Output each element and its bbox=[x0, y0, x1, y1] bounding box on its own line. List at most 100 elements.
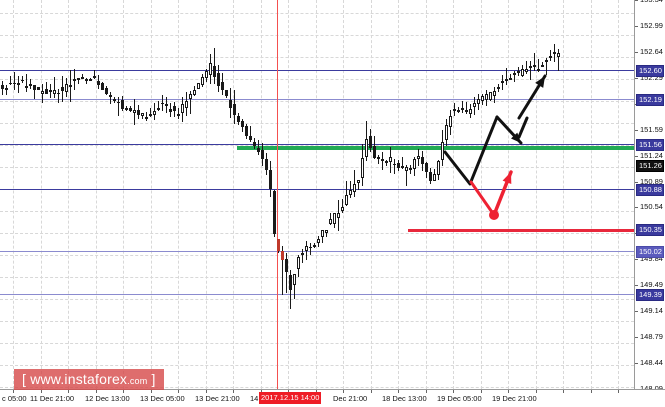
price-badge-150.88[interactable]: 150.88 bbox=[636, 184, 664, 196]
price-tick bbox=[635, 0, 638, 1]
candle-body bbox=[49, 90, 52, 93]
gridline-h bbox=[0, 343, 634, 344]
price-axis[interactable]: 153.34152.99152.64152.29151.94151.59151.… bbox=[634, 0, 665, 393]
candle-body bbox=[109, 95, 112, 98]
candle-body bbox=[265, 158, 268, 170]
price-tick bbox=[635, 51, 638, 53]
gridline-h bbox=[0, 57, 634, 58]
candle-body bbox=[201, 77, 204, 85]
price-level-151.56 bbox=[0, 144, 634, 145]
time-tick bbox=[590, 390, 592, 393]
candle-body bbox=[501, 80, 504, 83]
price-badge-150.02[interactable]: 150.02 bbox=[636, 246, 664, 258]
candle-wick bbox=[394, 158, 395, 175]
gridline-v bbox=[343, 0, 344, 389]
candle-body bbox=[193, 90, 196, 95]
gridline-v bbox=[13, 0, 14, 389]
candle-body bbox=[429, 171, 432, 181]
candle-body bbox=[297, 256, 300, 269]
candle-wick bbox=[46, 81, 47, 95]
candle-body bbox=[277, 238, 280, 251]
candle-body bbox=[229, 100, 232, 108]
candle-wick bbox=[94, 70, 95, 80]
time-axis[interactable]: c 05:00 11 Dec 21:00 12 Dec 13:00 13 Dec 05… bbox=[0, 389, 665, 407]
candle-wick bbox=[286, 252, 287, 293]
candle-body bbox=[97, 80, 100, 86]
gridline-v bbox=[68, 0, 69, 389]
price-tick-label: 148.09 bbox=[640, 384, 663, 393]
instaforex-watermark: [ www.instaforex.com ] bbox=[14, 369, 164, 390]
candle-body bbox=[525, 69, 528, 72]
candle-wick bbox=[506, 67, 507, 86]
price-tick bbox=[635, 337, 638, 339]
candle-body bbox=[281, 250, 284, 261]
price-tick bbox=[635, 363, 638, 365]
candle-body bbox=[393, 163, 396, 166]
price-badge-150.35[interactable]: 150.35 bbox=[636, 224, 664, 236]
price-tick-label: 149.49 bbox=[640, 280, 663, 290]
watermark-close-bracket: ] bbox=[151, 371, 156, 387]
gridline-v bbox=[563, 0, 564, 389]
gridline-v bbox=[315, 0, 317, 389]
candle-body bbox=[37, 87, 40, 90]
price-badge-151.56[interactable]: 151.56 bbox=[636, 139, 664, 151]
price-tick-label: 148.79 bbox=[640, 332, 663, 342]
time-tick bbox=[68, 390, 69, 393]
watermark-suffix: .com bbox=[127, 376, 148, 386]
gridline-v bbox=[40, 0, 42, 389]
price-badge-151.26[interactable]: 151.26 bbox=[636, 160, 664, 172]
candle-wick bbox=[558, 48, 559, 71]
candle-wick bbox=[258, 140, 259, 156]
candle-body bbox=[165, 104, 168, 107]
candle-body bbox=[101, 83, 104, 90]
candle-body bbox=[369, 135, 372, 149]
candle-body bbox=[377, 157, 380, 160]
resistance-line[interactable] bbox=[237, 146, 634, 150]
candle-wick bbox=[282, 246, 283, 295]
candle-body bbox=[381, 159, 384, 162]
time-tick bbox=[425, 390, 427, 393]
price-badge-149.39[interactable]: 149.39 bbox=[636, 289, 664, 301]
price-badge-152.19[interactable]: 152.19 bbox=[636, 94, 664, 106]
chart-plot-area[interactable] bbox=[0, 0, 634, 389]
candle-body bbox=[77, 78, 80, 81]
candle-body bbox=[65, 84, 68, 92]
time-tick-label: 13 Dec 05:00 bbox=[140, 394, 185, 403]
gridline-v bbox=[233, 0, 234, 389]
candle-body bbox=[221, 82, 224, 91]
candle-wick bbox=[354, 170, 355, 197]
price-badge-152.60[interactable]: 152.60 bbox=[636, 65, 664, 77]
cursor-time-badge[interactable]: 2017.12.15 14:00 bbox=[259, 392, 322, 404]
time-tick bbox=[288, 390, 289, 393]
price-tick-label: 150.89 bbox=[640, 176, 663, 186]
candle-wick bbox=[54, 76, 55, 99]
candle-body bbox=[85, 78, 88, 81]
candle-body bbox=[253, 142, 256, 147]
candle-body bbox=[73, 79, 76, 82]
support-line[interactable] bbox=[408, 229, 634, 232]
candle-body bbox=[321, 230, 324, 237]
candle-wick bbox=[250, 126, 251, 143]
candle-body bbox=[233, 103, 236, 116]
gridline-v bbox=[425, 0, 427, 389]
black-pullback-segment bbox=[495, 115, 523, 145]
candle-body bbox=[285, 258, 288, 272]
candle-body bbox=[461, 108, 464, 110]
candle-wick bbox=[526, 61, 527, 75]
time-tick-label: 11 Dec 21:00 bbox=[30, 394, 75, 403]
candle-body bbox=[117, 101, 120, 104]
candle-body bbox=[301, 253, 304, 256]
candle-body bbox=[129, 107, 132, 111]
time-tick-label: 12 Dec 13:00 bbox=[85, 394, 130, 403]
price-level-150.02 bbox=[0, 251, 634, 252]
candle-wick bbox=[510, 73, 511, 81]
gridline-v bbox=[178, 0, 179, 389]
candle-body bbox=[481, 95, 484, 102]
gridline-h bbox=[0, 13, 634, 14]
candle-body bbox=[441, 142, 444, 160]
candle-wick bbox=[78, 77, 79, 84]
candle-body bbox=[389, 157, 392, 162]
candle-body bbox=[189, 94, 192, 100]
candle-body bbox=[437, 161, 440, 175]
